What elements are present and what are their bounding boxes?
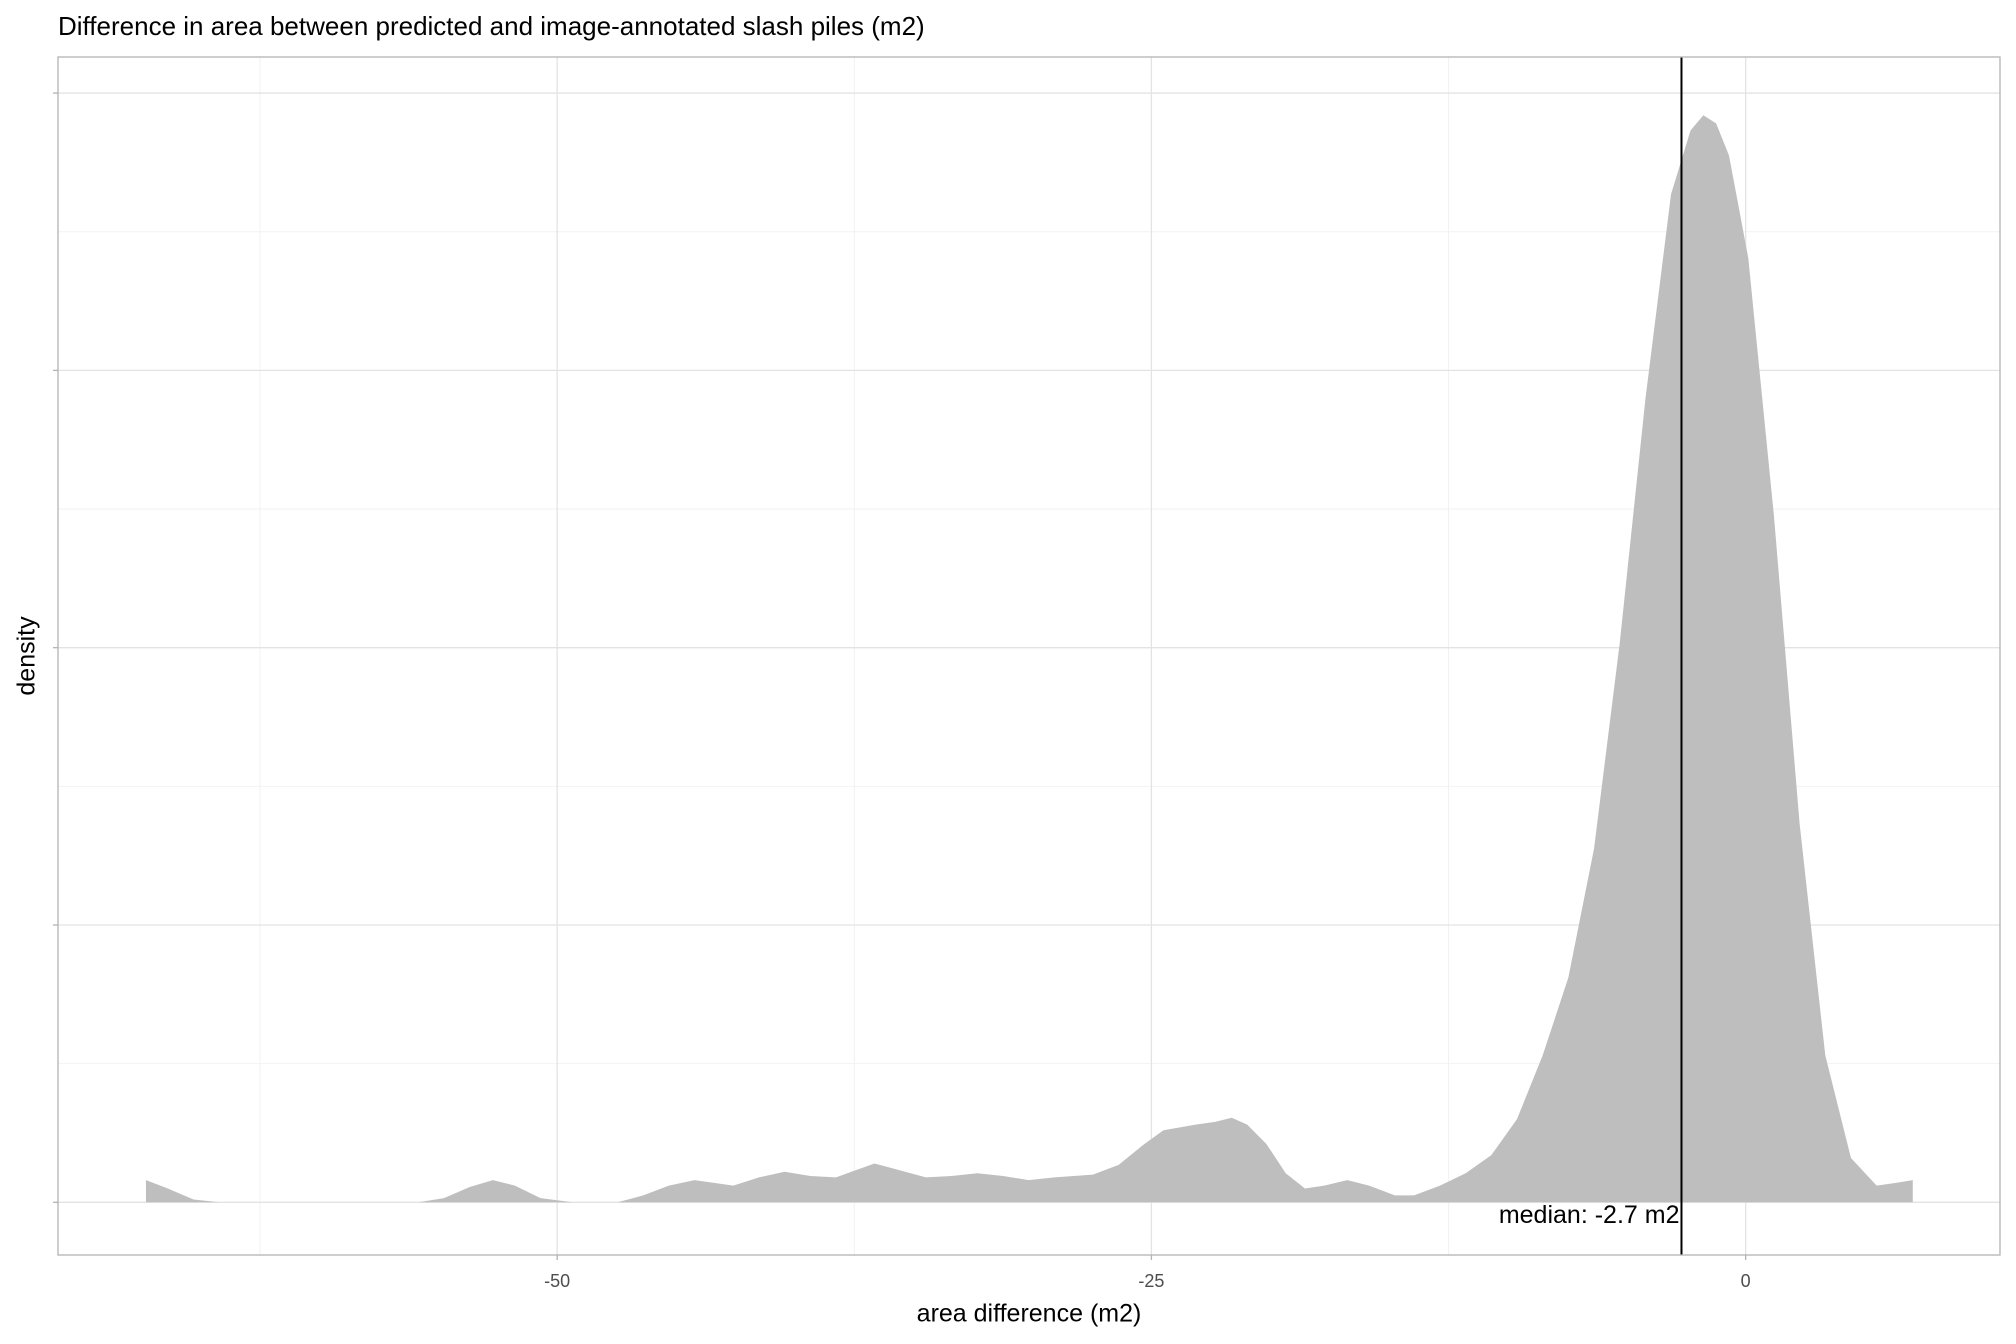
panel-border: [57, 56, 2001, 1256]
x-tick-label: -50: [544, 1271, 570, 1291]
density-area: [145, 115, 1913, 1203]
chart-title: Difference in area between predicted and…: [58, 11, 925, 41]
x-tick-label: -25: [1138, 1271, 1164, 1291]
x-axis-title: area difference (m2): [917, 1300, 1142, 1328]
y-axis-title: density: [13, 616, 41, 696]
median-label: median: -2.7 m2: [1499, 1201, 1680, 1229]
x-tick-label: 0: [1741, 1271, 1751, 1291]
